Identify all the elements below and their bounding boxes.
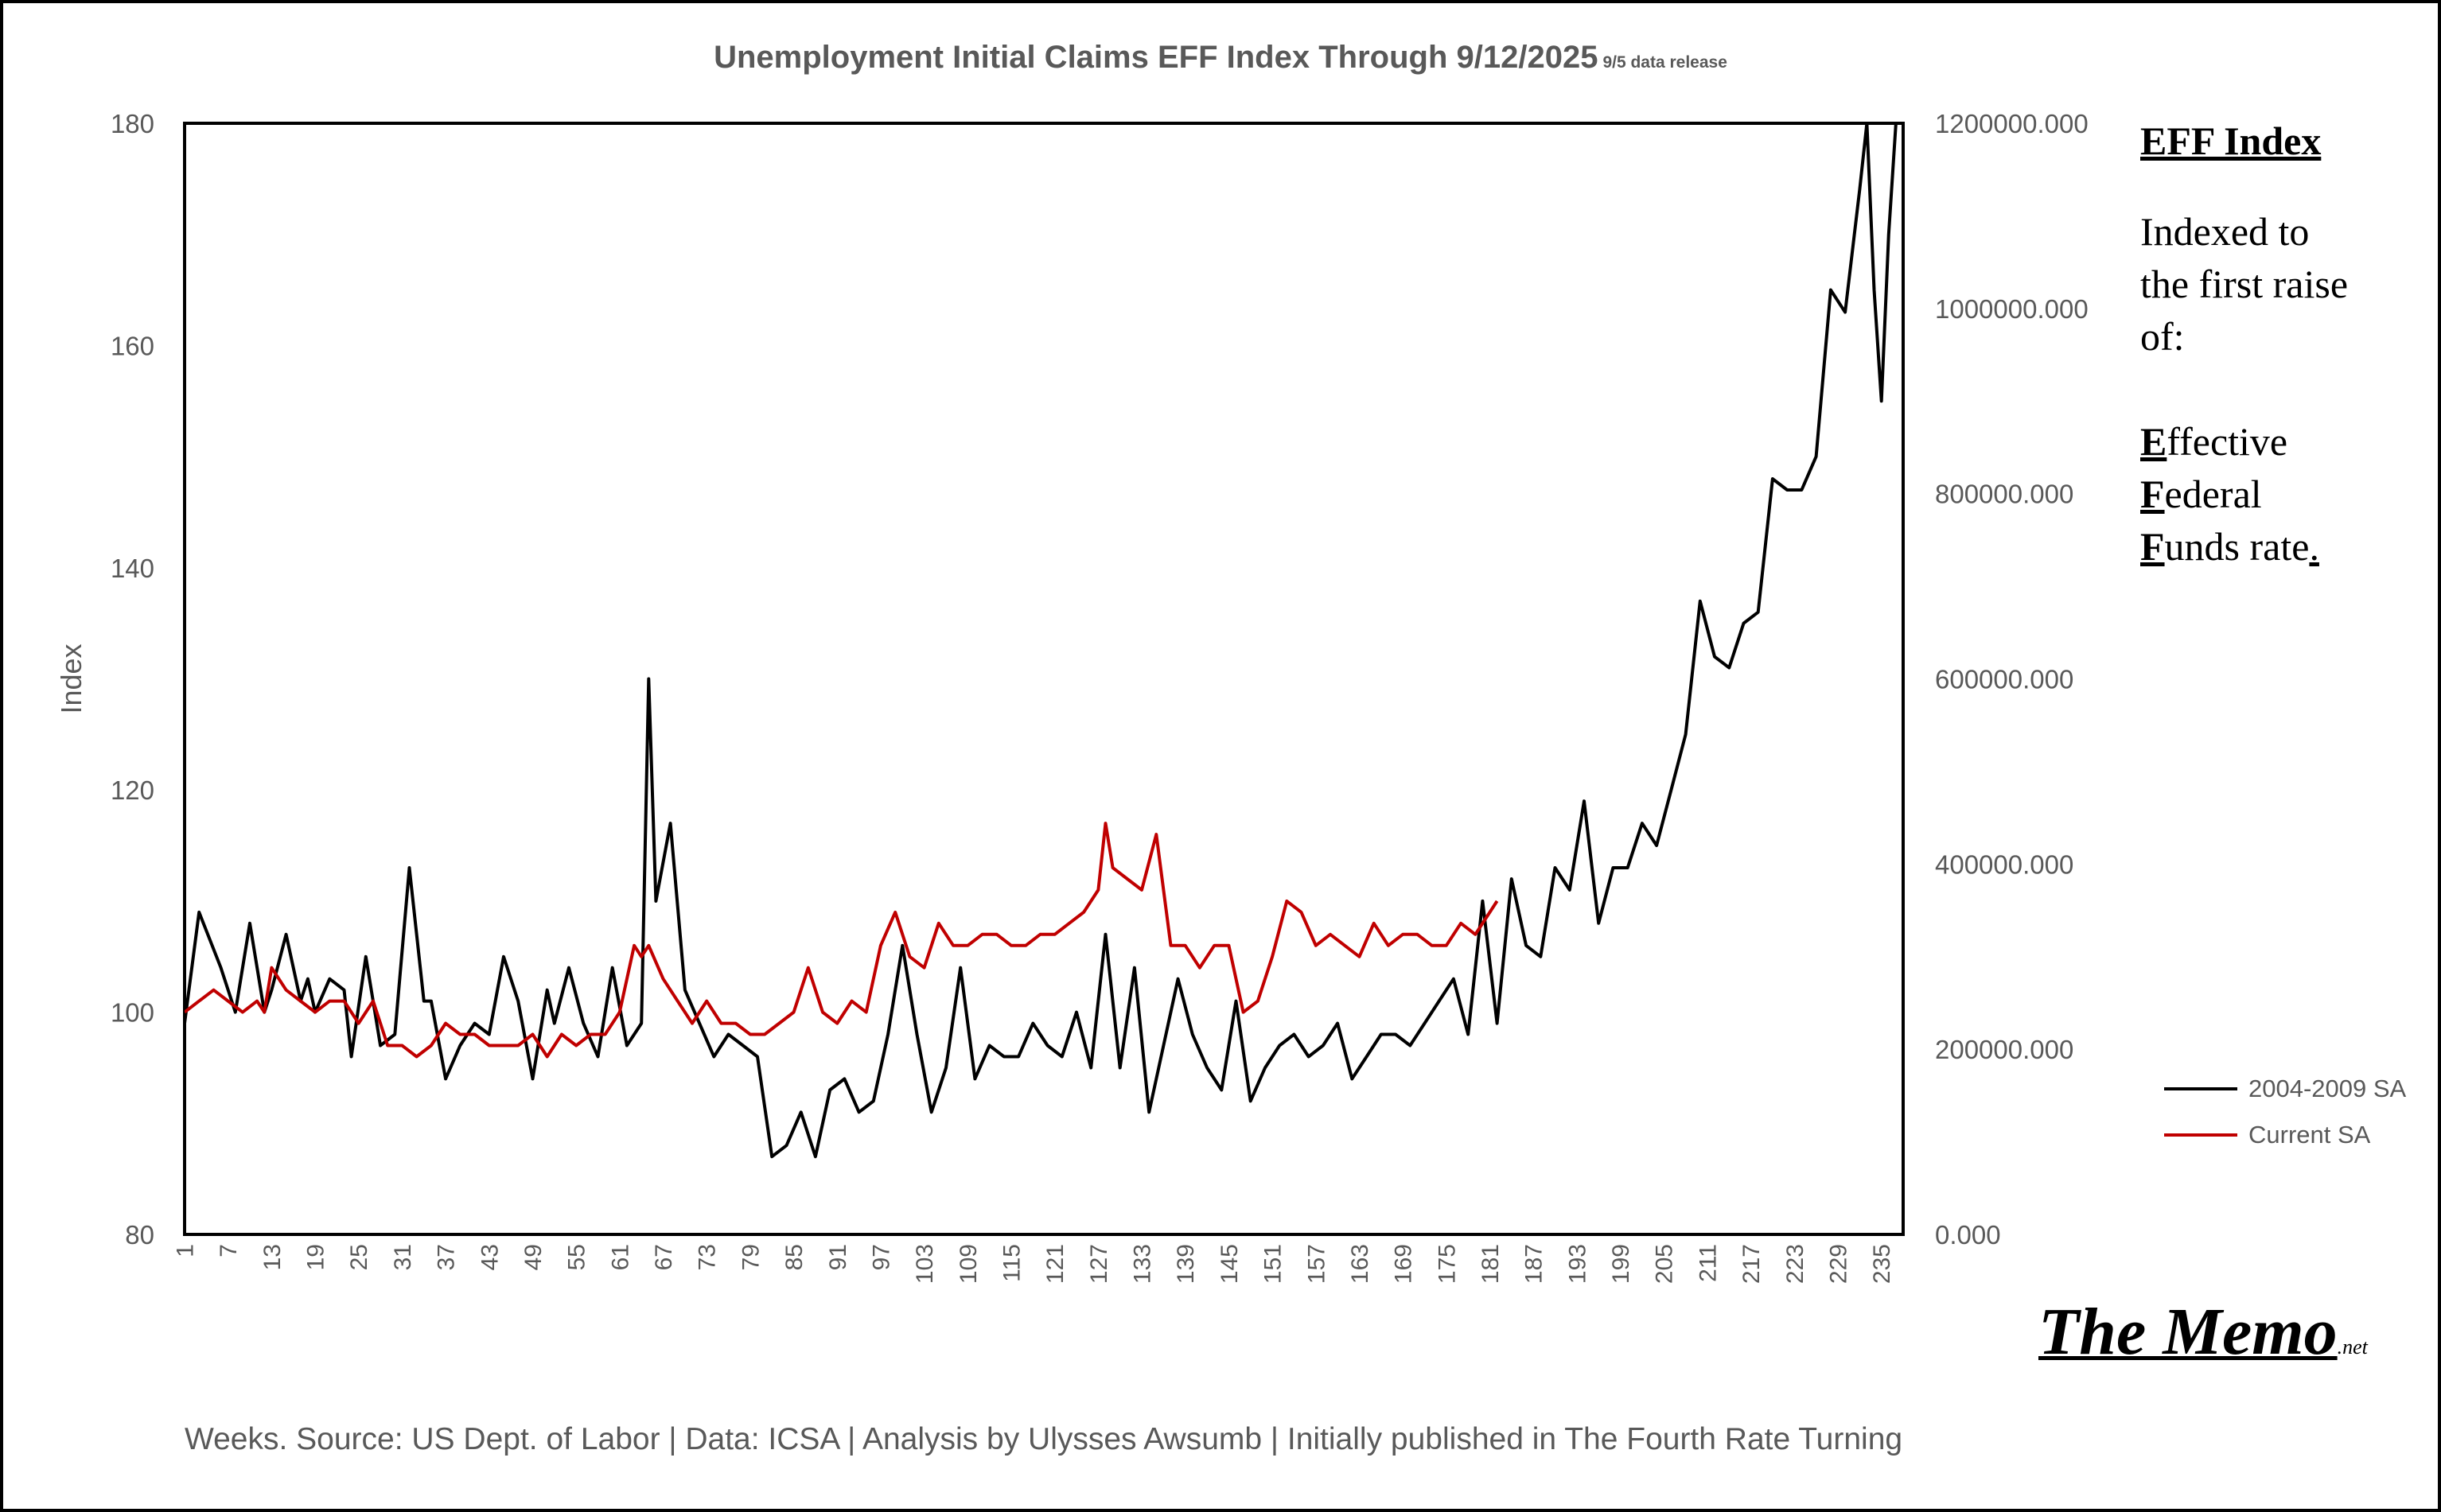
x-tick-label: 133 bbox=[1130, 1244, 1156, 1284]
y-tick-label: 180 bbox=[111, 109, 154, 138]
x-tick-label: 67 bbox=[651, 1244, 677, 1270]
x-tick-label: 157 bbox=[1303, 1244, 1330, 1284]
legend-swatch-current bbox=[2164, 1133, 2237, 1137]
x-tick-label: 205 bbox=[1652, 1244, 1678, 1284]
legend-label-2004-2009: 2004-2009 SA bbox=[2248, 1075, 2407, 1102]
x-tick-label: 175 bbox=[1434, 1244, 1460, 1284]
chart-title-subtitle: 9/5 data release bbox=[1602, 53, 1727, 72]
x-tick-label: 91 bbox=[825, 1244, 851, 1270]
legend-label-current: Current SA bbox=[2248, 1121, 2371, 1149]
x-tick-label: 163 bbox=[1347, 1244, 1373, 1284]
x-tick-label: 85 bbox=[781, 1244, 808, 1270]
x-tick-label: 97 bbox=[868, 1244, 894, 1270]
x-tick-label: 79 bbox=[738, 1244, 764, 1270]
y2-tick-label: 1200000.000 bbox=[1935, 109, 2089, 138]
x-tick-label: 145 bbox=[1217, 1244, 1243, 1284]
x-tick-label: 1 bbox=[173, 1244, 199, 1257]
eff-definition-effective: Effective bbox=[2140, 415, 2427, 468]
y2-tick-label: 200000.000 bbox=[1935, 1035, 2073, 1064]
eff-word-rest: ederal bbox=[2164, 472, 2262, 516]
eff-initial-f: F bbox=[2140, 524, 2165, 569]
legend-swatch-2004-2009 bbox=[2164, 1087, 2237, 1090]
series-line-2004-2009-sa bbox=[185, 123, 1903, 1159]
x-tick-label: 235 bbox=[1869, 1244, 1895, 1284]
y-axis-title: Index bbox=[55, 643, 88, 713]
x-tick-label: 49 bbox=[520, 1244, 547, 1270]
series-line-current-sa bbox=[185, 822, 1499, 1059]
x-tick-label: 169 bbox=[1391, 1244, 1417, 1284]
x-tick-label: 199 bbox=[1608, 1244, 1634, 1284]
y-tick-label: 80 bbox=[125, 1220, 154, 1250]
x-tick-label: 229 bbox=[1825, 1244, 1851, 1284]
x-tick-label: 223 bbox=[1782, 1244, 1808, 1284]
chart-legend: 2004-2009 SA Current SA bbox=[2164, 1066, 2406, 1158]
y-tick-label: 140 bbox=[111, 554, 154, 583]
x-tick-label: 121 bbox=[1042, 1244, 1069, 1284]
eff-definition-funds: Funds rate. bbox=[2140, 520, 2427, 573]
x-tick-label: 139 bbox=[1173, 1244, 1199, 1284]
x-tick-label: 25 bbox=[346, 1244, 372, 1270]
y2-tick-label: 400000.000 bbox=[1935, 849, 2073, 879]
x-tick-label: 103 bbox=[912, 1244, 938, 1284]
y2-tick-label: 1000000.000 bbox=[1935, 294, 2089, 324]
x-tick-label: 73 bbox=[695, 1244, 721, 1270]
logo-tld: .net bbox=[2337, 1335, 2368, 1358]
eff-index-note: EFF Index Indexed to the first raise of:… bbox=[2140, 118, 2427, 573]
y-tick-label: 120 bbox=[111, 775, 154, 805]
plot-area bbox=[183, 122, 1905, 1236]
x-tick-label: 109 bbox=[956, 1244, 982, 1284]
x-tick-label: 37 bbox=[434, 1244, 460, 1270]
y-tick-label: 100 bbox=[111, 998, 154, 1028]
x-tick-label: 55 bbox=[564, 1244, 590, 1270]
legend-item-current: Current SA bbox=[2164, 1112, 2406, 1158]
eff-initial-e: E bbox=[2140, 419, 2167, 464]
source-footer: Weeks. Source: US Dept. of Labor | Data:… bbox=[185, 1422, 1903, 1456]
y2-tick-label: 800000.000 bbox=[1935, 480, 2073, 509]
y2-tick-label: 600000.000 bbox=[1935, 665, 2073, 694]
eff-word-rest: ffective bbox=[2167, 419, 2288, 464]
eff-index-heading: EFF Index bbox=[2140, 119, 2322, 163]
x-tick-label: 13 bbox=[259, 1244, 286, 1270]
chart-title: Unemployment Initial Claims EFF Index Th… bbox=[0, 40, 2441, 76]
x-tick-label: 193 bbox=[1564, 1244, 1590, 1284]
x-tick-label: 211 bbox=[1695, 1244, 1721, 1282]
x-tick-label: 151 bbox=[1260, 1244, 1287, 1284]
y2-tick-label: 0.000 bbox=[1935, 1220, 2001, 1250]
eff-definition-federal: Federal bbox=[2140, 468, 2427, 520]
x-tick-label: 31 bbox=[390, 1244, 416, 1270]
eff-initial-f: F bbox=[2140, 472, 2165, 516]
x-tick-label: 217 bbox=[1738, 1244, 1765, 1284]
eff-intro-line-1: Indexed to bbox=[2140, 209, 2310, 254]
x-tick-label: 115 bbox=[999, 1244, 1025, 1282]
x-tick-label: 187 bbox=[1521, 1244, 1548, 1284]
x-tick-label: 61 bbox=[607, 1244, 633, 1270]
the-memo-logo: The Memo.net bbox=[2038, 1293, 2368, 1370]
x-tick-label: 43 bbox=[477, 1244, 503, 1270]
x-tick-label: 7 bbox=[216, 1244, 242, 1257]
eff-intro-line-2: the first raise bbox=[2140, 262, 2349, 306]
eff-intro-line-3: of: bbox=[2140, 314, 2185, 359]
eff-word-rest: unds rate bbox=[2164, 524, 2310, 569]
eff-period: . bbox=[2309, 524, 2319, 569]
x-tick-label: 19 bbox=[303, 1244, 329, 1270]
chart-title-main: Unemployment Initial Claims EFF Index Th… bbox=[714, 40, 1598, 75]
legend-item-2004-2009: 2004-2009 SA bbox=[2164, 1066, 2406, 1112]
y-tick-label: 160 bbox=[111, 331, 154, 360]
x-tick-label: 181 bbox=[1477, 1244, 1504, 1284]
logo-name: The Memo bbox=[2038, 1295, 2338, 1369]
x-tick-label: 127 bbox=[1086, 1244, 1112, 1284]
